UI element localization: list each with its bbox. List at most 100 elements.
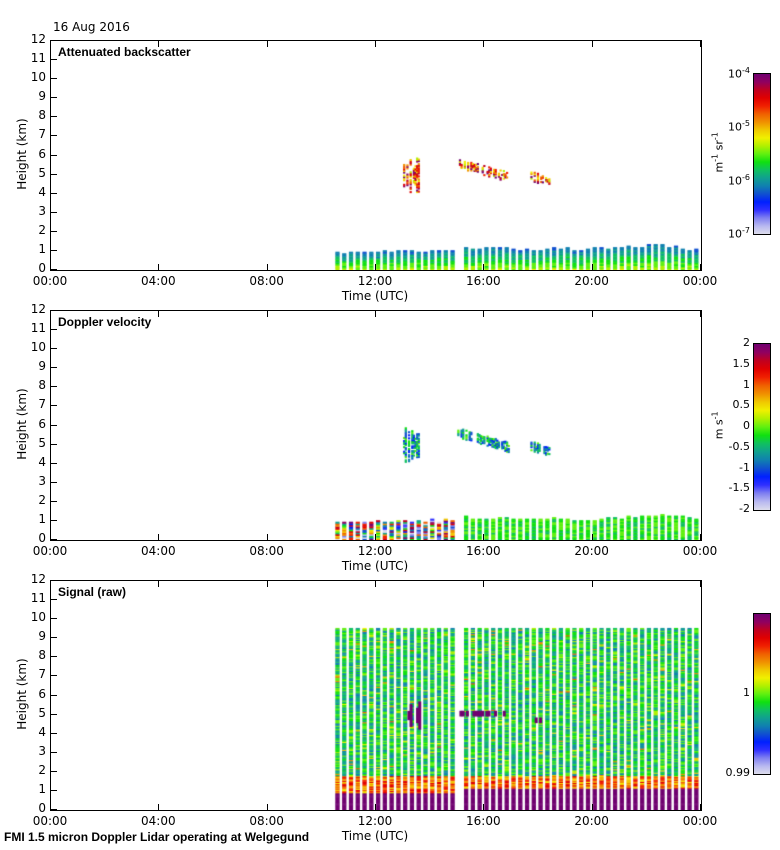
y-tick-label: 12 bbox=[30, 32, 46, 46]
signal-colorbar bbox=[753, 613, 771, 775]
y-tick-label: 10 bbox=[30, 340, 46, 355]
x-tick-label: 00:00 bbox=[32, 814, 68, 828]
velocity-y-axis-label: Height (km) bbox=[15, 387, 29, 460]
x-tick-mark bbox=[700, 804, 701, 810]
x-tick-mark-top bbox=[50, 41, 51, 47]
date-label: 16 Aug 2016 bbox=[53, 20, 130, 34]
x-tick-label: 12:00 bbox=[357, 274, 393, 288]
x-tick-mark-top bbox=[591, 581, 593, 587]
x-tick-mark bbox=[158, 264, 160, 270]
y-tick-label: 5 bbox=[38, 165, 46, 180]
y-tick-mark bbox=[51, 618, 57, 620]
x-tick-mark bbox=[50, 264, 51, 270]
x-tick-label: 20:00 bbox=[574, 814, 609, 828]
y-tick-mark bbox=[51, 154, 57, 156]
x-tick-mark-top bbox=[375, 311, 376, 317]
x-tick-mark bbox=[266, 804, 268, 810]
x-tick-label: 00:00 bbox=[32, 544, 68, 558]
velocity-colorbar-tick: -0.5 bbox=[728, 439, 750, 453]
velocity-panel-title: Doppler velocity bbox=[58, 315, 152, 329]
y-tick-label: 11 bbox=[30, 51, 46, 66]
x-tick-label: 00:00 bbox=[682, 544, 718, 558]
panel-signal: Signal (raw) bbox=[50, 580, 702, 811]
y-tick-mark bbox=[51, 809, 57, 810]
x-tick-mark-top bbox=[700, 581, 701, 587]
y-tick-mark bbox=[51, 751, 57, 753]
x-tick-mark-top bbox=[483, 311, 485, 317]
footer-caption: FMI 1.5 micron Doppler Lidar operating a… bbox=[4, 830, 310, 844]
y-tick-label: 2 bbox=[38, 222, 46, 237]
velocity-heatmap-canvas bbox=[51, 311, 701, 540]
velocity-colorbar bbox=[753, 343, 771, 511]
y-tick-label: 3 bbox=[38, 203, 46, 218]
x-tick-mark bbox=[158, 534, 160, 540]
signal-x-axis-label: Time (UTC) bbox=[341, 829, 409, 843]
x-tick-mark-top bbox=[483, 581, 485, 587]
unit-part: sr bbox=[712, 140, 726, 154]
x-tick-label: 20:00 bbox=[574, 274, 609, 288]
velocity-colorbar-tick: 0.5 bbox=[732, 398, 751, 412]
y-tick-label: 6 bbox=[38, 146, 46, 161]
y-tick-mark bbox=[51, 519, 57, 521]
y-tick-label: 4 bbox=[38, 724, 46, 739]
x-tick-label: 08:00 bbox=[249, 814, 284, 828]
y-tick-label: 7 bbox=[38, 397, 46, 412]
y-tick-label: 11 bbox=[30, 321, 46, 336]
unit-exponent: -1 bbox=[710, 153, 720, 162]
y-tick-label: 6 bbox=[38, 686, 46, 701]
y-tick-mark bbox=[51, 348, 57, 350]
y-tick-label: 0 bbox=[38, 801, 46, 815]
velocity-colorbar-unit: m s-1 bbox=[711, 380, 726, 470]
y-tick-label: 9 bbox=[38, 629, 46, 644]
panel-backscatter: Attenuated backscatter bbox=[50, 40, 702, 271]
y-tick-label: 8 bbox=[38, 648, 46, 663]
x-tick-mark bbox=[700, 264, 701, 270]
y-tick-label: 3 bbox=[38, 743, 46, 758]
y-tick-mark bbox=[51, 230, 57, 232]
velocity-colorbar-tick: 1.5 bbox=[732, 356, 751, 370]
y-tick-mark bbox=[51, 424, 57, 426]
x-tick-mark bbox=[591, 264, 593, 270]
y-tick-mark bbox=[51, 462, 57, 464]
x-tick-mark-top bbox=[158, 581, 160, 587]
y-tick-mark bbox=[51, 599, 57, 601]
colorbar-tick-base: 10 bbox=[728, 174, 743, 188]
velocity-colorbar-tick: 2 bbox=[743, 336, 750, 349]
velocity-colorbar-tick: 1 bbox=[743, 377, 750, 391]
backscatter-colorbar-unit: m-1 sr-1 bbox=[711, 107, 726, 197]
x-tick-label: 12:00 bbox=[357, 814, 393, 828]
y-tick-mark bbox=[51, 675, 57, 677]
y-tick-label: 11 bbox=[30, 591, 46, 606]
y-tick-mark bbox=[51, 656, 57, 658]
y-tick-label: 10 bbox=[30, 610, 46, 625]
y-tick-mark bbox=[51, 78, 57, 80]
x-tick-label: 08:00 bbox=[249, 274, 284, 288]
y-tick-label: 10 bbox=[30, 70, 46, 85]
y-tick-label: 0 bbox=[38, 531, 46, 545]
x-tick-mark-top bbox=[266, 581, 268, 587]
x-tick-label: 00:00 bbox=[32, 274, 68, 288]
y-tick-label: 12 bbox=[30, 302, 46, 316]
x-tick-label: 16:00 bbox=[466, 544, 501, 558]
x-tick-label: 08:00 bbox=[249, 544, 284, 558]
x-tick-mark bbox=[375, 534, 376, 540]
x-tick-mark bbox=[50, 804, 51, 810]
x-tick-mark bbox=[375, 804, 376, 810]
colorbar-tick-base: 10 bbox=[728, 67, 743, 81]
y-tick-mark bbox=[51, 59, 57, 61]
unit-exponent: -1 bbox=[710, 411, 720, 420]
y-tick-label: 12 bbox=[30, 572, 46, 586]
x-tick-label: 04:00 bbox=[141, 544, 176, 558]
x-tick-mark bbox=[266, 264, 268, 270]
backscatter-y-axis-label: Height (km) bbox=[15, 117, 29, 190]
x-tick-mark-top bbox=[700, 311, 701, 317]
y-tick-mark bbox=[51, 637, 57, 639]
x-tick-label: 04:00 bbox=[141, 274, 176, 288]
unit-part: m bbox=[712, 428, 726, 440]
x-tick-label: 00:00 bbox=[682, 814, 718, 828]
x-tick-mark bbox=[375, 264, 376, 270]
unit-exponent: -1 bbox=[710, 132, 720, 141]
y-tick-label: 1 bbox=[38, 241, 46, 256]
x-tick-label: 00:00 bbox=[682, 274, 718, 288]
y-tick-label: 5 bbox=[38, 435, 46, 450]
